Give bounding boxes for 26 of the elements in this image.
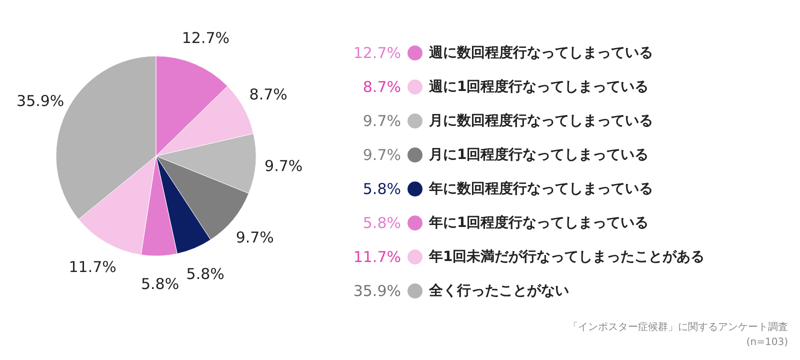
legend-label: 週に数回程度行なってしまっている [428,44,653,61]
data-label: 9.7% [264,157,303,176]
text: 9.7% [362,146,401,164]
data-label: 5.8% [140,274,180,293]
legend-label: 月に数回程度行なってしまっている [428,112,653,129]
legend-label: 年に数回程度行なってしまっている [428,180,653,197]
data-label: 5.8% [186,265,224,284]
text: 8.7% [362,78,401,96]
data-label: 12.7% [182,29,230,48]
data-label: 11.7% [68,258,116,276]
legend-label: 月に1回程度行なってしまっている [428,146,649,163]
legend-label: 全く行ったことがない [428,283,569,299]
text: 5.8% [362,180,401,198]
data-label: 35.9% [16,92,64,110]
text: 「インポスター症候群」に関するアンケート調査 [568,321,788,333]
data-label: 8.7% [249,86,288,104]
text: (n=103) [746,337,788,348]
text: 12.7% [353,44,401,62]
data-label: 9.7% [236,228,274,246]
text: 9.7% [362,112,401,130]
text: 5.8% [362,214,401,232]
text: 11.7% [353,248,401,266]
text: 35.9% [353,282,401,300]
legend-label: 年に1回程度行なってしまっている [428,214,649,231]
legend-label: 年1回未満だが行なってしまったことがある [428,249,705,265]
legend-label: 週に1回程度行なってしまっている [428,78,649,95]
